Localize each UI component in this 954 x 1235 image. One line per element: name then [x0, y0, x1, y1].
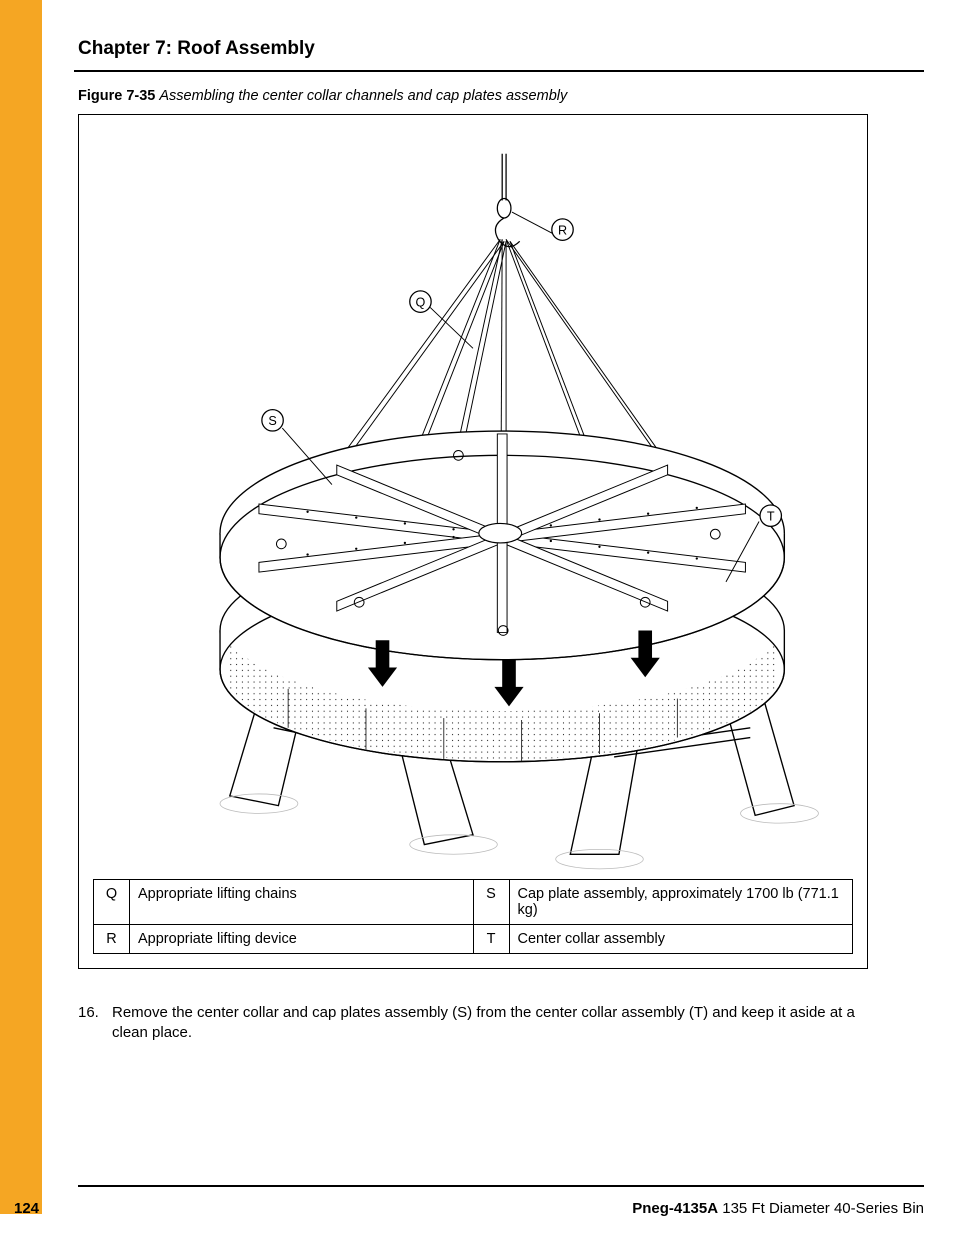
footer-doc-title: 135 Ft Diameter 40-Series Bin	[718, 1200, 924, 1217]
legend-key: T	[473, 925, 509, 954]
title-rule	[74, 70, 924, 72]
callout-q: Q	[416, 295, 426, 309]
legend-key: S	[473, 880, 509, 925]
chapter-title: Chapter 7: Roof Assembly	[78, 38, 894, 70]
callout-r: R	[558, 223, 567, 237]
legend-desc: Appropriate lifting device	[130, 925, 474, 954]
figure-legend-table: Q Appropriate lifting chains S Cap plate…	[93, 879, 853, 954]
step-text: Remove the center collar and cap plates …	[112, 1003, 894, 1044]
instruction-step: 16. Remove the center collar and cap pla…	[78, 1003, 894, 1044]
footer-doc-id: Pneg-4135A	[632, 1200, 718, 1217]
figure-description: Assembling the center collar channels an…	[159, 88, 567, 104]
legend-desc: Cap plate assembly, approximately 1700 l…	[509, 880, 853, 925]
figure-box: R Q S T Q Appropriate lifting chains S C…	[78, 114, 868, 969]
figure-label: Figure 7-35	[78, 88, 155, 104]
legend-desc: Appropriate lifting chains	[130, 880, 474, 925]
footer-text: Pneg-4135A 135 Ft Diameter 40-Series Bin	[632, 1200, 924, 1217]
assembly-diagram: R Q S T	[113, 134, 833, 874]
legend-key: R	[94, 925, 130, 954]
table-row: Q Appropriate lifting chains S Cap plate…	[94, 880, 853, 925]
figure-caption: Figure 7-35 Assembling the center collar…	[78, 88, 894, 104]
callout-t: T	[767, 510, 775, 524]
page-content: Chapter 7: Roof Assembly Figure 7-35 Ass…	[78, 38, 894, 1044]
page-number: 124	[14, 1200, 39, 1217]
diagram-wrap: R Q S T	[93, 129, 853, 879]
body-text: 16. Remove the center collar and cap pla…	[78, 1003, 894, 1044]
footer-rule	[78, 1185, 924, 1187]
left-accent-bar	[0, 0, 42, 1214]
table-row: R Appropriate lifting device T Center co…	[94, 925, 853, 954]
callout-s: S	[268, 414, 276, 428]
step-number: 16.	[78, 1003, 112, 1044]
legend-desc: Center collar assembly	[509, 925, 853, 954]
legend-key: Q	[94, 880, 130, 925]
